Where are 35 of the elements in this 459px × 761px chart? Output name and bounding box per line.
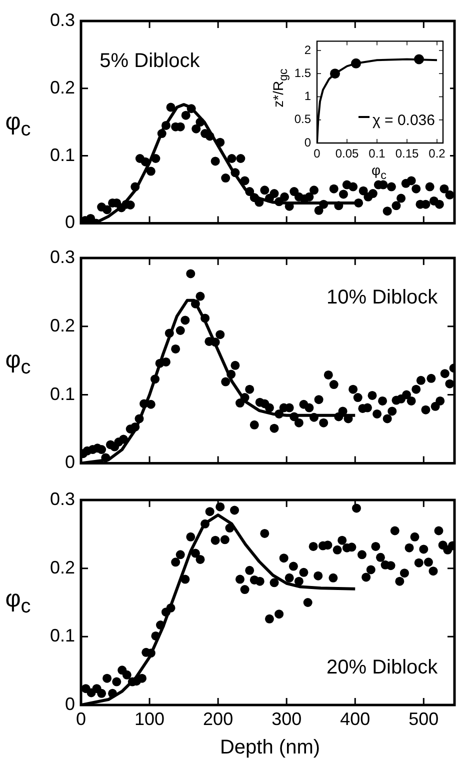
y-tick-label: 1 xyxy=(304,89,312,104)
x-tick-label: 400 xyxy=(340,708,370,729)
y-tick-label: 1.5 xyxy=(294,66,312,80)
y-tick-label: 0 xyxy=(64,694,75,714)
y-axis-title: φ$_{c}$ xyxy=(5,346,31,380)
y-axis-title: φ$_{c}$ xyxy=(5,108,31,142)
annotation: 10% Diblock xyxy=(326,286,439,309)
x-tick-label: 0.15 xyxy=(395,146,419,161)
annotation: 20% Diblock xyxy=(326,656,439,679)
y-tick-label: 0.3 xyxy=(50,488,75,509)
y-tick-label: 0.1 xyxy=(50,626,75,646)
x-tick-label: 200 xyxy=(203,708,234,729)
y-tick-label: 0.2 xyxy=(50,77,75,98)
legend-label: χ = 0.036 xyxy=(372,112,435,130)
y-tick-label: 2 xyxy=(304,42,312,57)
x-tick-label: 100 xyxy=(134,708,165,729)
y-tick-label: 0.3 xyxy=(50,10,75,30)
y-tick-label: 0.2 xyxy=(50,557,75,578)
y-tick-label: 0.1 xyxy=(50,384,75,404)
y-tick-label: 0 xyxy=(64,452,75,472)
x-tick-label: 0 xyxy=(314,146,321,161)
annotation: 5% Diblock xyxy=(100,50,201,72)
x-tick-label: 0.05 xyxy=(335,146,359,161)
y-tick-label: 0 xyxy=(64,212,75,232)
x-tick-label: 0.2 xyxy=(428,146,446,161)
y-tick-label: 0.3 xyxy=(50,246,75,267)
x-tick-label: 300 xyxy=(272,708,302,729)
x-axis-title: Depth (nm) xyxy=(220,736,320,760)
x-axis-title: φ$_{c}$ xyxy=(372,162,386,182)
x-tick-label: 0.1 xyxy=(368,146,386,161)
y-axis-title: φ$_{c}$ xyxy=(5,586,31,618)
y-tick-label: 0 xyxy=(304,135,312,150)
x-tick-label: 500 xyxy=(408,708,439,729)
y-tick-label: 0.5 xyxy=(294,112,312,126)
y-tick-label: 0.2 xyxy=(50,315,75,336)
